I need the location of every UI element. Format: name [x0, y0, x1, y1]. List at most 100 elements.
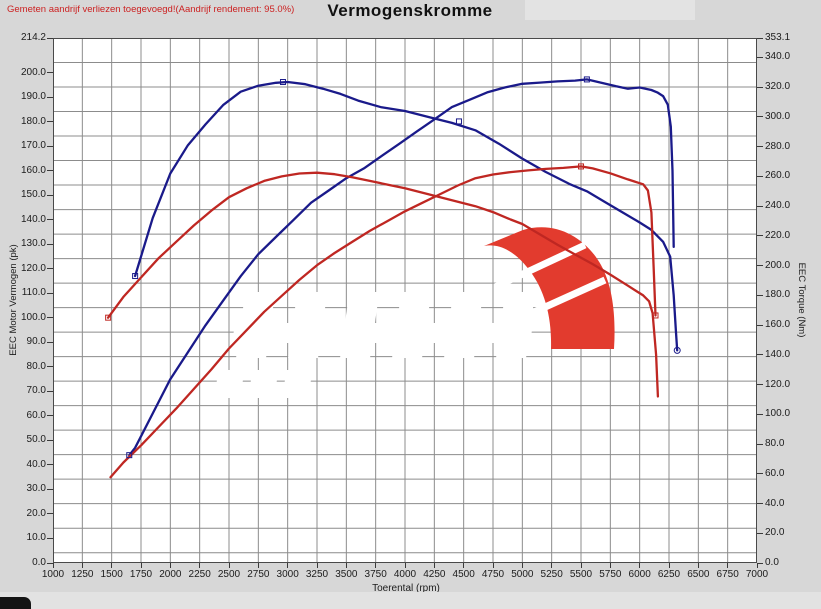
plot-area — [53, 38, 757, 563]
y-right-tick — [757, 384, 763, 386]
y-left-tick — [47, 513, 53, 515]
y-left-tick-label: 130.0 — [20, 238, 46, 250]
x-tick — [287, 563, 289, 568]
marker-power_red — [578, 163, 584, 170]
x-axis-title: Toerental (rpm) — [372, 583, 440, 594]
y-right-tick-label: 340.0 — [765, 51, 791, 63]
x-tick — [609, 563, 611, 568]
plot-border — [53, 38, 757, 563]
y-left-tick — [47, 341, 53, 343]
x-tick-label: 7000 — [745, 569, 769, 580]
x-tick-label: 6000 — [628, 569, 651, 580]
window-corner-shape — [0, 597, 31, 609]
y-right-tick-label: 0.0 — [765, 557, 779, 568]
y-right-tick-label: 260.0 — [765, 170, 791, 182]
x-tick-label: 6750 — [716, 569, 739, 580]
y-right-tick-label: 80.0 — [765, 438, 785, 450]
curve-power_red — [109, 165, 657, 479]
x-tick — [433, 563, 435, 568]
x-tick — [345, 563, 347, 568]
x-tick — [228, 563, 230, 568]
x-tick-label: 4000 — [393, 569, 417, 580]
x-tick — [52, 563, 54, 568]
y-left-tick-label: 70.0 — [26, 385, 46, 397]
x-tick — [169, 563, 171, 568]
marker-torque_red — [105, 314, 112, 321]
y-left-tick-label: 20.0 — [26, 507, 46, 519]
y-right-tick — [757, 413, 763, 415]
x-tick — [639, 563, 641, 568]
y-right-tick — [757, 265, 763, 267]
x-tick-label: 3500 — [335, 569, 358, 580]
y-right-tick-label: 220.0 — [765, 229, 791, 241]
y-left-tick — [47, 170, 53, 172]
y-left-tick — [47, 121, 53, 123]
y-left-tick — [47, 366, 53, 368]
y-right-tick — [757, 86, 763, 88]
y-right-tick-label: 320.0 — [765, 81, 791, 93]
x-tick-label: 4250 — [423, 569, 446, 580]
marker-power_blue — [583, 76, 590, 83]
y-left-tick-label: 50.0 — [26, 434, 46, 446]
y-right-tick — [757, 56, 763, 58]
x-tick — [727, 563, 729, 568]
y-right-tick — [757, 443, 763, 445]
x-tick-label: 6250 — [657, 569, 681, 580]
curve-markers — [105, 76, 681, 459]
y-right-tick — [757, 146, 763, 148]
x-tick — [492, 563, 494, 568]
dyno-curves-canvas — [53, 38, 757, 563]
y-right-tick — [757, 37, 763, 39]
y-left-tick — [47, 72, 53, 74]
y-axis-left-title: EEC Motor Vermogen (pk) — [8, 244, 19, 356]
y-right-tick — [757, 235, 763, 237]
y-left-tick-label: 214.2 — [20, 32, 46, 43]
y-right-tick — [757, 175, 763, 177]
curve-torque_blue — [133, 80, 679, 352]
y-right-tick-label: 120.0 — [765, 378, 791, 390]
y-left-tick — [47, 488, 53, 490]
marker-torque_blue — [132, 273, 139, 280]
y-left-tick-label: 40.0 — [26, 458, 46, 470]
y-right-tick — [757, 503, 763, 505]
y-left-tick — [47, 292, 53, 294]
curve-torque_red — [106, 171, 660, 398]
y-right-tick — [757, 205, 763, 207]
x-tick-label: 5000 — [511, 569, 534, 580]
y-left-tick-label: 30.0 — [26, 483, 46, 495]
y-right-tick-label: 300.0 — [765, 110, 791, 122]
y-left-tick-label: 80.0 — [26, 360, 46, 372]
y-right-tick — [757, 294, 763, 296]
x-tick-label: 4750 — [481, 569, 505, 580]
drivetrain-loss-note: Gemeten aandrijf verliezen toegevoegd!(A… — [7, 4, 295, 15]
x-tick-label: 3250 — [305, 569, 329, 580]
grid-lines — [53, 38, 757, 563]
x-tick — [316, 563, 318, 568]
x-tick-label: 5500 — [569, 569, 593, 580]
y-right-tick — [757, 324, 763, 326]
x-tick-label: 1500 — [100, 569, 123, 580]
y-left-tick — [47, 145, 53, 147]
x-tick-label: 6500 — [687, 569, 710, 580]
title-highlight-box — [525, 0, 695, 20]
x-tick-label: 1000 — [41, 569, 65, 580]
x-tick-label: 5250 — [540, 569, 563, 580]
x-tick-label: 2750 — [247, 569, 270, 580]
marker-power_blue — [126, 452, 133, 459]
x-tick — [521, 563, 523, 568]
y-left-tick — [47, 243, 53, 245]
y-left-tick — [47, 96, 53, 98]
y-left-tick-label: 180.0 — [20, 115, 46, 127]
y-right-tick — [757, 562, 763, 564]
y-left-tick — [47, 562, 53, 564]
x-tick — [756, 563, 758, 568]
chart-title: Vermogenskromme — [327, 1, 493, 20]
marker-power_red — [652, 312, 659, 319]
y-right-tick — [757, 473, 763, 475]
curves — [106, 78, 679, 479]
y-left-tick — [47, 268, 53, 270]
curve-power_blue — [128, 78, 675, 457]
x-tick — [463, 563, 465, 568]
y-left-tick — [47, 439, 53, 441]
y-right-tick-label: 200.0 — [765, 259, 791, 271]
